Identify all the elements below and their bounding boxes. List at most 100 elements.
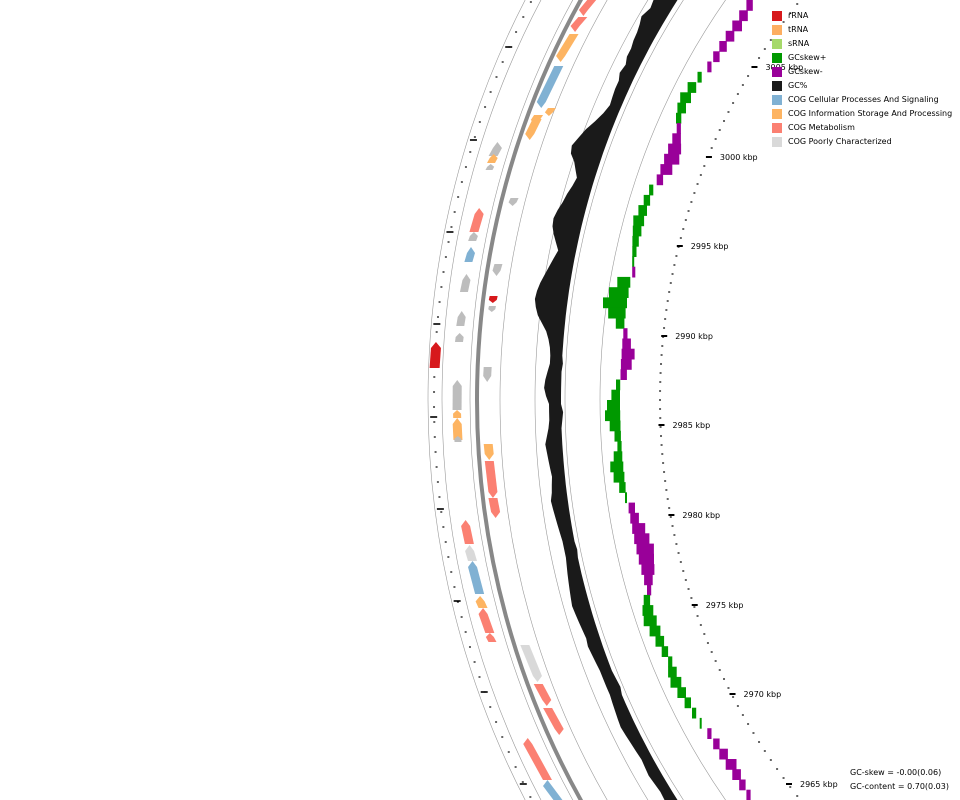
axis-dot — [687, 210, 690, 212]
gene-arrow — [485, 633, 497, 642]
axis-dot — [727, 687, 730, 689]
gc-skew-bar — [739, 10, 748, 22]
scale-dot — [501, 736, 504, 738]
axis-dot — [682, 570, 685, 572]
gc-skew-bar — [680, 92, 691, 104]
scale-dot — [478, 676, 481, 678]
gc-skew-bar — [661, 646, 669, 657]
axis-dot — [661, 345, 664, 347]
axis-dot — [664, 318, 667, 320]
axis-dot — [659, 426, 662, 428]
scale-dot — [495, 76, 498, 78]
gene-arrow — [492, 264, 503, 276]
track-guide-line — [441, 0, 542, 800]
axis-tick-label: 2990 kbp — [675, 332, 713, 341]
gc-skew-bar — [660, 164, 673, 175]
gc-skew-bar — [628, 502, 635, 514]
scale-dot — [464, 631, 467, 633]
scale-dot — [457, 196, 460, 198]
axis-dot — [668, 291, 671, 293]
axis-dot — [679, 237, 682, 239]
axis-dot — [747, 75, 750, 77]
legend-label: tRNA — [788, 25, 809, 34]
axis-dot — [684, 219, 687, 221]
gene-arrow — [484, 461, 498, 498]
legend-swatch — [772, 11, 782, 21]
track-guide-line — [599, 0, 727, 800]
axis-dot — [796, 3, 799, 5]
axis-dot — [703, 165, 706, 167]
gene-arrow — [543, 780, 563, 800]
gene-arrow — [533, 684, 552, 706]
scale-dot — [442, 526, 445, 528]
axis-dot — [671, 273, 674, 275]
scale-dot — [453, 211, 456, 213]
axis-dot — [679, 561, 682, 563]
axis-dot — [661, 453, 664, 455]
axis-dot — [659, 372, 662, 374]
track-guide-line — [499, 0, 608, 800]
gc-skew-bar — [630, 512, 639, 524]
gc-skew-bar — [613, 451, 623, 463]
scale-dot — [436, 481, 439, 483]
gene-arrow — [475, 596, 488, 608]
gene-arrow — [488, 306, 496, 312]
axis-dot — [776, 768, 779, 770]
gc-skew-bar — [605, 410, 621, 422]
gc-skew-bar — [616, 379, 621, 391]
axis-dot — [684, 579, 687, 581]
gc-content-stat: GC-content = 0.70(0.03) — [850, 782, 949, 791]
gc-skew-bar — [617, 441, 622, 452]
axis-dot — [675, 255, 678, 257]
axis-dot — [789, 12, 792, 14]
axis-major-tick — [691, 604, 698, 606]
gene-arrow — [525, 119, 542, 140]
axis-dot — [660, 435, 663, 437]
legend-swatch — [772, 123, 782, 133]
track-guide-line — [427, 0, 526, 800]
legend-item-gc-percent: GC% — [772, 79, 952, 93]
axis-dot — [693, 192, 696, 194]
scale-dot — [489, 706, 492, 708]
axis-dot — [769, 759, 772, 761]
axis-dot — [723, 678, 726, 680]
axis-dot — [663, 327, 666, 329]
axis-dot — [718, 669, 721, 671]
gene-arrow — [578, 0, 597, 16]
scale-dot — [468, 646, 471, 648]
gc-skew-bar — [699, 717, 702, 729]
axis-dot — [659, 417, 662, 419]
axis-tick-label: 2970 kbp — [744, 690, 782, 699]
axis-tick-label: 3000 kbp — [720, 153, 758, 162]
gene-arrow — [454, 436, 462, 442]
legend-swatch — [772, 95, 782, 105]
scale-dot — [444, 256, 447, 258]
legend-item-rrna: rRNA — [772, 9, 952, 23]
gc-skew-bar — [632, 523, 646, 534]
gc-skew-bar — [632, 246, 637, 257]
axis-dot — [699, 624, 702, 626]
axis-dot — [699, 174, 702, 176]
genome-backbone — [475, 0, 584, 800]
gc-skew-bar — [687, 82, 697, 93]
gc-skew-bar — [677, 102, 686, 114]
axis-dot — [665, 309, 668, 311]
scale-dot — [450, 571, 453, 573]
legend-label: sRNA — [788, 39, 810, 48]
axis-dot — [727, 111, 730, 113]
axis-major-tick — [729, 693, 736, 695]
scale-dot — [514, 766, 517, 768]
gc-skew-bar — [732, 769, 741, 780]
gc-skew-bar — [656, 174, 664, 186]
legend-swatch — [772, 25, 782, 35]
axis-dot — [687, 588, 690, 590]
gene-arrow — [536, 66, 564, 108]
axis-dot — [664, 480, 667, 482]
axis-dot — [690, 201, 693, 203]
axis-dot — [696, 183, 699, 185]
scale-major-tick — [505, 46, 513, 48]
track-guide-line — [564, 0, 684, 800]
legend-item-trna: tRNA — [772, 23, 952, 37]
axis-dot — [769, 39, 772, 41]
legend-label: COG Metabolism — [788, 123, 855, 132]
